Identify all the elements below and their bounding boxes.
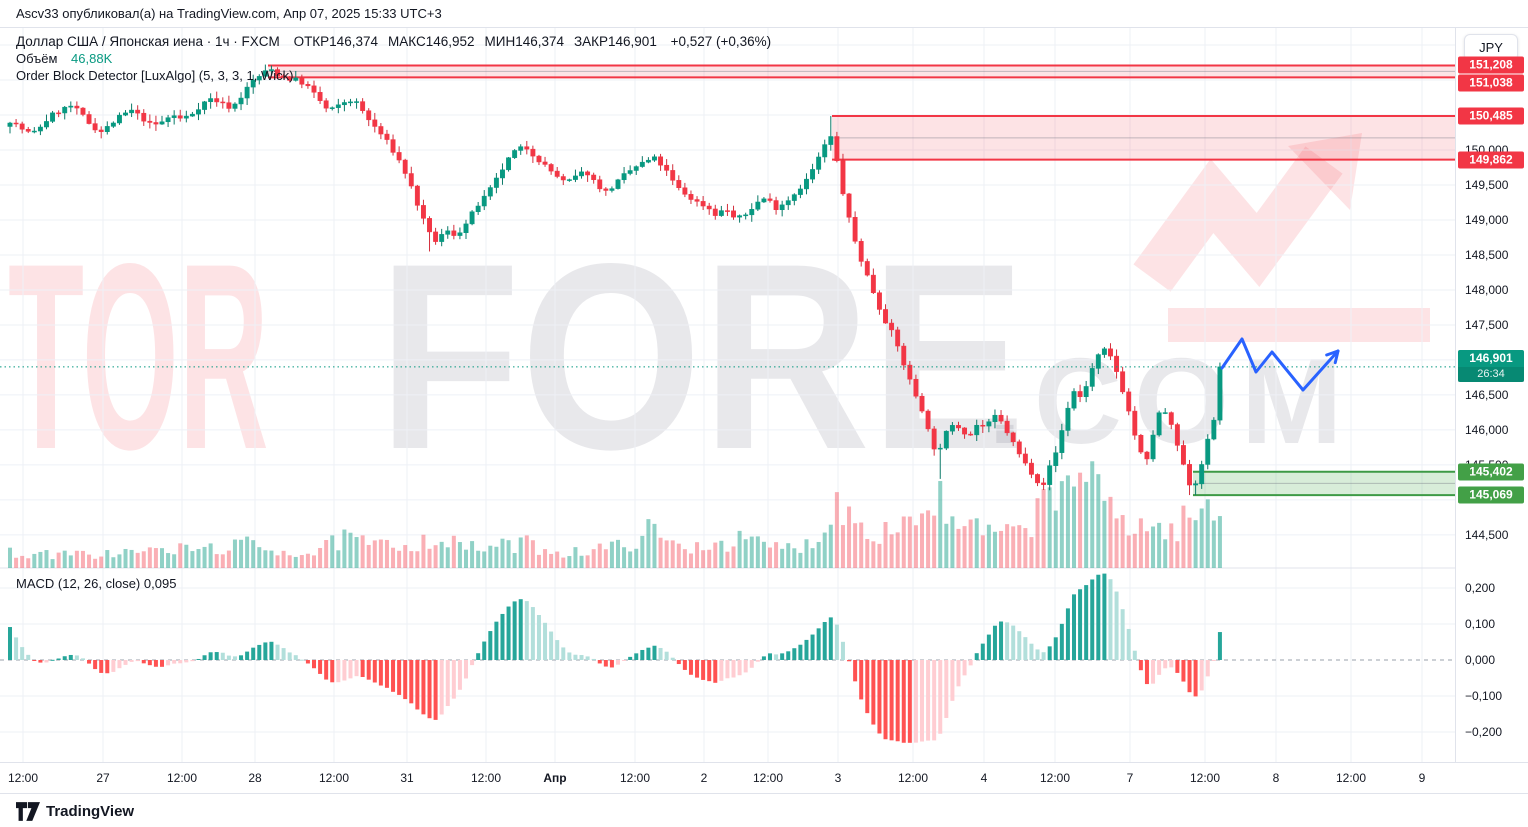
price-tick-label: 148,500	[1465, 247, 1509, 262]
indicator-title[interactable]: Order Block Detector [LuxAlgo] (5, 3, 3,…	[16, 68, 294, 83]
ohlc-field: МИН146,374	[484, 34, 565, 49]
separator-dot: ·	[233, 34, 242, 49]
time-tick-label: 27	[96, 771, 110, 785]
interval-label[interactable]: 1ч	[214, 34, 230, 49]
separator-dot: ·	[206, 34, 215, 49]
zone-price-label: 151,038	[1458, 74, 1524, 92]
zone-price-label: 145,402	[1458, 463, 1524, 481]
ohlc-values: ОТКР146,374 МАКС146,952 МИН146,374 ЗАКР146,…	[284, 34, 657, 49]
time-tick-label: 3	[834, 771, 842, 785]
current-price-value: 146,901	[1469, 350, 1513, 365]
ohlc-field: ОТКР146,374	[293, 34, 378, 49]
chart-canvas[interactable]	[0, 28, 1455, 762]
time-tick-label: 2	[700, 771, 708, 785]
time-tick-label: 12:00	[752, 771, 784, 785]
grid-layer	[0, 28, 1455, 762]
time-tick-label: 12:00	[1189, 771, 1221, 785]
time-tick-label: 31	[400, 771, 414, 785]
time-tick-label: 8	[1272, 771, 1280, 785]
zone-price-label: 151,208	[1458, 56, 1524, 74]
time-tick-label: 12:00	[1039, 771, 1071, 785]
macd-row[interactable]: MACD (12, 26, close) 0,095	[16, 576, 176, 591]
indicator-row[interactable]: Order Block Detector [LuxAlgo] (5, 3, 3,…	[16, 67, 771, 84]
price-tick-label: 146,500	[1465, 387, 1509, 402]
macd-tick-label: 0,100	[1465, 617, 1496, 631]
tradingview-logo-text: TradingView	[46, 803, 135, 820]
macd-tick-label: −0,200	[1465, 725, 1503, 739]
price-tick-label: 148,000	[1465, 282, 1509, 297]
time-tick-label: Апр	[543, 771, 567, 785]
time-tick-label: 12:00	[619, 771, 651, 785]
volume-value: 46,88K	[71, 51, 113, 66]
forecast-arrow-layer	[1220, 337, 1340, 392]
macd-tick-label: 0,200	[1465, 581, 1496, 595]
zone-price-label: 150,485	[1458, 107, 1524, 125]
macd-layer	[8, 573, 1222, 743]
macd-value: 0,095	[143, 576, 177, 591]
tradingview-logo[interactable]: TradingView	[16, 802, 134, 821]
volume-row[interactable]: Объём 46,88K	[16, 50, 771, 67]
tradingview-logo-icon	[16, 802, 40, 821]
change-value: +0,527 (+0,36%)	[670, 34, 772, 49]
time-tick-label: 7	[1126, 771, 1134, 785]
publish-bar: Ascv33 опубликовал(а) на TradingView.com…	[0, 0, 1528, 28]
order-block-zones-layer	[268, 64, 1455, 497]
candles-layer	[7, 64, 1223, 496]
zone-price-label: 145,069	[1458, 486, 1524, 504]
time-tick-label: 12:00	[7, 771, 39, 785]
price-tick-label: 144,500	[1465, 527, 1509, 542]
ohlc-field: ЗАКР146,901	[574, 34, 657, 49]
price-tick-label: 147,500	[1465, 317, 1509, 332]
price-scale[interactable]: JPY 150,000 149,500 149,000 148,500 148,000 1…	[1455, 28, 1528, 762]
watermark-tor-text: TOR	[8, 209, 269, 505]
time-tick-label: 12:00	[166, 771, 198, 785]
macd-tick-label: −0,100	[1465, 689, 1503, 703]
bar-countdown: 26:34	[1458, 366, 1524, 382]
symbol-row[interactable]: Доллар США / Японская иена · 1ч · FXCM О…	[16, 33, 771, 50]
volume-label[interactable]: Объём	[16, 51, 58, 66]
price-tick-label: 149,000	[1465, 212, 1509, 227]
symbol-title[interactable]: Доллар США / Японская иена	[16, 34, 203, 49]
chart-legend: Доллар США / Японская иена · 1ч · FXCM О…	[16, 33, 771, 84]
exchange-label: FXCM	[241, 34, 280, 49]
time-tick-label: 12:00	[318, 771, 350, 785]
time-tick-label: 12:00	[897, 771, 929, 785]
macd-tick-label: 0,000	[1465, 653, 1496, 667]
time-tick-label: 4	[980, 771, 988, 785]
price-tick-label: 146,000	[1465, 422, 1509, 437]
price-tick-label: 149,500	[1465, 177, 1509, 192]
publish-text: Ascv33 опубликовал(а) на TradingView.com…	[16, 6, 442, 21]
current-price-label: 146,901 26:34	[1458, 349, 1524, 382]
time-tick-label: 9	[1418, 771, 1426, 785]
footer-bar: TradingView	[0, 793, 1528, 827]
macd-title[interactable]: MACD (12, 26, close)	[16, 576, 141, 591]
currency-toggle-button[interactable]: JPY	[1464, 34, 1518, 61]
time-tick-label: 12:00	[470, 771, 502, 785]
time-tick-label: 12:00	[1335, 771, 1367, 785]
volume-layer	[8, 461, 1222, 568]
time-axis[interactable]: 12:00 27 12:00 28 12:00 31 12:00 Апр 12:00 2 12:00…	[0, 762, 1528, 793]
ohlc-field: МАКС146,952	[387, 34, 475, 49]
time-tick-label: 28	[248, 771, 262, 785]
zone-price-label: 149,862	[1458, 151, 1524, 169]
chart-region: TOR FORE .COM Доллар США / Японская иена…	[0, 28, 1528, 762]
